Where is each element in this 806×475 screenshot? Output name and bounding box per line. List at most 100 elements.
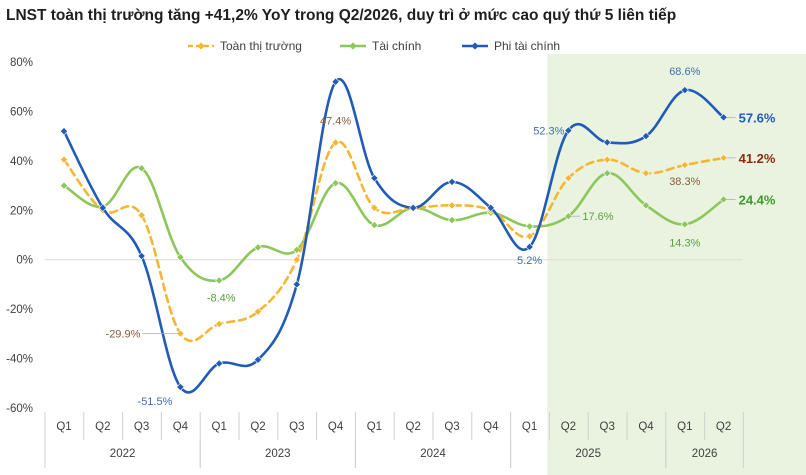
- data-point-toan-thi-truong: [564, 174, 573, 183]
- chart-title: LNST toàn thị trường tăng +41,2% YoY tro…: [6, 7, 676, 24]
- legend-label: Toàn thị trường: [220, 39, 302, 53]
- year-label: 2023: [265, 448, 291, 460]
- data-point-phi-tai-chinh: [370, 174, 379, 183]
- data-point-tai-chinh: [253, 243, 263, 252]
- year-label: 2026: [692, 448, 718, 460]
- data-point-toan-thi-truong: [603, 155, 612, 164]
- data-label: 68.6%: [669, 66, 700, 78]
- x-tick-label: Q2: [716, 421, 731, 433]
- x-tick-label: Q1: [367, 421, 382, 433]
- data-point-tai-chinh: [680, 220, 689, 229]
- data-point-phi-tai-chinh: [176, 382, 185, 392]
- data-label: 17.6%: [582, 211, 613, 223]
- data-point-toan-thi-truong: [719, 153, 728, 162]
- data-label: 47.4%: [320, 116, 351, 128]
- x-tick-label: Q4: [638, 421, 654, 433]
- year-label: 2025: [575, 448, 601, 460]
- data-point-toan-thi-truong: [447, 201, 457, 210]
- data-point-phi-tai-chinh: [59, 127, 69, 136]
- data-point-tai-chinh: [641, 201, 651, 210]
- data-point-phi-tai-chinh: [98, 203, 107, 212]
- x-tick-label: Q4: [483, 421, 499, 433]
- data-label: -29.9%: [106, 329, 141, 341]
- y-tick-label: -60%: [6, 403, 33, 415]
- data-point-phi-tai-chinh: [603, 138, 612, 147]
- x-tick-label: Q4: [173, 421, 189, 433]
- data-point-toan-thi-truong: [331, 138, 340, 147]
- data-point-phi-tai-chinh: [719, 113, 728, 122]
- highlight-2025-2026: [547, 54, 806, 475]
- data-point-toan-thi-truong: [215, 319, 224, 329]
- x-tick-label: Q4: [328, 421, 344, 433]
- series-line-toan-thi-truong: [62, 140, 725, 343]
- legend-marker: [197, 42, 205, 50]
- data-point-phi-tai-chinh: [292, 280, 301, 289]
- series-layer: [59, 77, 728, 394]
- x-tick-label: Q2: [95, 421, 110, 433]
- data-point-tai-chinh: [370, 221, 379, 230]
- data-point-phi-tai-chinh: [641, 132, 651, 141]
- data-point-phi-tai-chinh: [253, 355, 263, 364]
- y-axis: -60% -40% -20% 0% 20% 40% 60% 80%: [6, 57, 743, 415]
- legend-marker: [349, 42, 357, 50]
- x-tick-label: Q3: [600, 421, 615, 433]
- data-point-phi-tai-chinh: [680, 86, 689, 95]
- data-point-toan-thi-truong: [59, 155, 69, 164]
- y-tick-label: 80%: [10, 57, 33, 69]
- data-point-phi-tai-chinh: [137, 251, 146, 261]
- data-label: -8.4%: [207, 292, 236, 304]
- data-point-tai-chinh: [719, 195, 728, 204]
- data-point-toan-thi-truong: [680, 160, 689, 170]
- y-tick-label: 0%: [16, 255, 33, 267]
- x-tick-label: Q3: [134, 421, 149, 433]
- series-line-phi-tai-chinh: [62, 77, 725, 394]
- data-point-tai-chinh: [331, 178, 340, 188]
- x-axis: Q1 Q2 Q3 Q4 Q1 Q2 Q3 Q4 Q1 Q2 Q3 Q4 Q1 Q2 Q3 Q4 Q1 Q2 2022…: [44, 412, 744, 468]
- data-point-phi-tai-chinh: [331, 77, 340, 86]
- data-point-tai-chinh: [603, 169, 612, 178]
- legend: Toàn thị trường Tài chính Phi tài chính: [188, 39, 560, 53]
- data-point-phi-tai-chinh: [215, 359, 224, 368]
- x-tick-label: Q1: [522, 421, 537, 433]
- data-label: 5.2%: [517, 255, 542, 267]
- legend-label: Phi tài chính: [494, 39, 560, 53]
- x-tick-label: Q3: [444, 421, 459, 433]
- y-tick-label: 20%: [10, 205, 33, 217]
- data-label: 38.3%: [669, 176, 700, 188]
- legend-label: Tài chính: [372, 39, 421, 53]
- y-tick-label: 60%: [10, 106, 33, 118]
- x-tick-label: Q1: [56, 421, 71, 433]
- data-point-phi-tai-chinh: [409, 203, 418, 212]
- x-tick-label: Q2: [561, 421, 576, 433]
- year-label: 2024: [420, 448, 446, 460]
- data-label: 52.3%: [533, 125, 564, 137]
- data-point-phi-tai-chinh: [486, 203, 495, 212]
- data-point-tai-chinh: [525, 222, 534, 231]
- x-tick-label: Q1: [212, 421, 227, 433]
- end-value-label: 41.2%: [739, 151, 776, 166]
- end-value-label: 57.6%: [739, 110, 776, 125]
- data-point-tai-chinh: [176, 253, 185, 262]
- y-tick-label: 40%: [10, 156, 33, 168]
- end-value-label: 24.4%: [739, 192, 776, 207]
- data-point-tai-chinh: [59, 181, 69, 190]
- data-point-tai-chinh: [447, 216, 457, 225]
- data-label: 14.3%: [669, 237, 700, 249]
- data-point-toan-thi-truong: [525, 232, 534, 241]
- data-label: -51.5%: [138, 396, 173, 408]
- x-tick-label: Q2: [250, 421, 265, 433]
- data-point-phi-tai-chinh: [564, 126, 573, 135]
- data-point-phi-tai-chinh: [447, 177, 457, 186]
- legend-marker: [471, 42, 479, 50]
- data-point-tai-chinh: [292, 245, 301, 254]
- data-point-tai-chinh: [215, 276, 224, 285]
- data-point-toan-thi-truong: [253, 307, 263, 316]
- data-point-tai-chinh: [137, 164, 146, 173]
- x-tick-label: Q2: [406, 421, 421, 433]
- data-point-phi-tai-chinh: [525, 242, 534, 251]
- y-tick-label: -20%: [6, 304, 33, 316]
- data-point-toan-thi-truong: [370, 203, 379, 212]
- data-point-toan-thi-truong: [292, 255, 301, 264]
- y-tick-label: -40%: [6, 354, 33, 366]
